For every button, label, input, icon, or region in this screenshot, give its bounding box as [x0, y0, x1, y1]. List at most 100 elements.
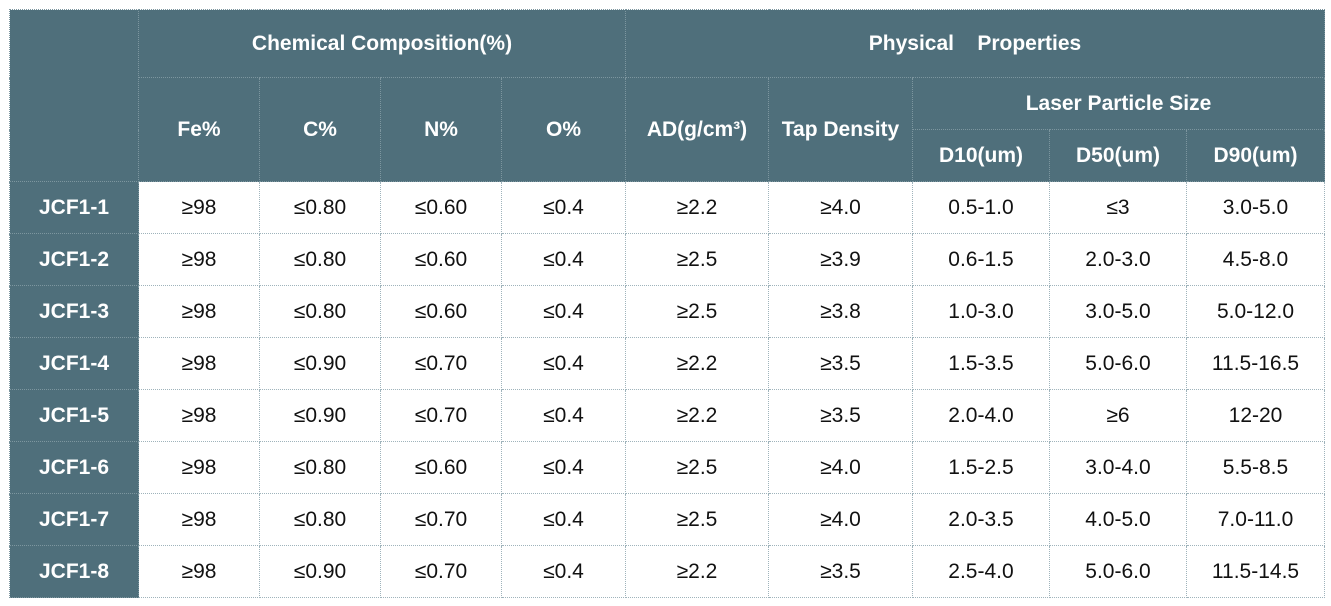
fe-header: Fe%: [138, 77, 260, 182]
table-row: JCF1-1 ≥98 ≤0.80 ≤0.60 ≤0.4 ≥2.2 ≥4.0 0.5-1.0 ≤3…: [9, 181, 1325, 234]
o-cell: ≤0.4: [501, 285, 626, 338]
c-cell: ≤0.80: [259, 285, 381, 338]
d90-header: D90(um): [1186, 129, 1325, 182]
d90-cell: 5.5-8.5: [1186, 441, 1325, 494]
o-cell: ≤0.4: [501, 441, 626, 494]
o-cell: ≤0.4: [501, 233, 626, 286]
grade-cell: JCF1-1: [9, 181, 139, 234]
n-cell: ≤0.70: [380, 493, 502, 546]
n-cell: ≤0.70: [380, 545, 502, 598]
n-cell: ≤0.70: [380, 337, 502, 390]
d90-cell: 11.5-16.5: [1186, 337, 1325, 390]
fe-cell: ≥98: [138, 441, 260, 494]
o-cell: ≤0.4: [501, 545, 626, 598]
d10-cell: 1.5-2.5: [912, 441, 1050, 494]
grade-cell: JCF1-2: [9, 233, 139, 286]
c-cell: ≤0.90: [259, 337, 381, 390]
c-cell: ≤0.80: [259, 493, 381, 546]
tap-cell: ≥3.9: [768, 233, 913, 286]
table-row: JCF1-4 ≥98 ≤0.90 ≤0.70 ≤0.4 ≥2.2 ≥3.5 1.5-3.5 5.…: [9, 337, 1325, 390]
o-cell: ≤0.4: [501, 337, 626, 390]
d10-cell: 2.5-4.0: [912, 545, 1050, 598]
d10-cell: 2.0-3.5: [912, 493, 1050, 546]
fe-cell: ≥98: [138, 337, 260, 390]
fe-cell: ≥98: [138, 285, 260, 338]
d90-cell: 7.0-11.0: [1186, 493, 1325, 546]
table-header: Chemical Composition(%) Physical Propert…: [9, 9, 1325, 182]
fe-cell: ≥98: [138, 493, 260, 546]
fe-cell: ≥98: [138, 389, 260, 442]
d50-header: D50(um): [1049, 129, 1187, 182]
d90-cell: 11.5-14.5: [1186, 545, 1325, 598]
c-cell: ≤0.80: [259, 233, 381, 286]
d10-cell: 1.0-3.0: [912, 285, 1050, 338]
grade-cell: JCF1-7: [9, 493, 139, 546]
n-cell: ≤0.60: [380, 441, 502, 494]
laser-particle-size-header: Laser Particle Size: [912, 77, 1325, 130]
d50-cell: 3.0-5.0: [1049, 285, 1187, 338]
grade-cell: JCF1-6: [9, 441, 139, 494]
tap-cell: ≥3.8: [768, 285, 913, 338]
c-cell: ≤0.80: [259, 441, 381, 494]
o-header: O%: [501, 77, 626, 182]
table-row: JCF1-6 ≥98 ≤0.80 ≤0.60 ≤0.4 ≥2.5 ≥4.0 1.5-2.5 3.…: [9, 441, 1325, 494]
chemical-composition-header: Chemical Composition(%): [138, 9, 626, 78]
tap-cell: ≥4.0: [768, 441, 913, 494]
fe-cell: ≥98: [138, 545, 260, 598]
table-row: JCF1-7 ≥98 ≤0.80 ≤0.70 ≤0.4 ≥2.5 ≥4.0 2.0-3.5 4.…: [9, 493, 1325, 546]
tap-cell: ≥4.0: [768, 181, 913, 234]
table-row: JCF1-8 ≥98 ≤0.90 ≤0.70 ≤0.4 ≥2.2 ≥3.5 2.5-4.0 5.…: [9, 545, 1325, 598]
grade-cell: JCF1-4: [9, 337, 139, 390]
tap-cell: ≥3.5: [768, 545, 913, 598]
n-cell: ≤0.60: [380, 285, 502, 338]
d10-cell: 2.0-4.0: [912, 389, 1050, 442]
ad-cell: ≥2.2: [625, 337, 769, 390]
table-row: JCF1-3 ≥98 ≤0.80 ≤0.60 ≤0.4 ≥2.5 ≥3.8 1.0-3.0 3.…: [9, 285, 1325, 338]
c-header: C%: [259, 77, 381, 182]
d90-cell: 12-20: [1186, 389, 1325, 442]
ad-cell: ≥2.2: [625, 389, 769, 442]
ad-cell: ≥2.5: [625, 441, 769, 494]
d90-cell: 5.0-12.0: [1186, 285, 1325, 338]
fe-cell: ≥98: [138, 181, 260, 234]
ad-cell: ≥2.5: [625, 285, 769, 338]
d50-cell: 2.0-3.0: [1049, 233, 1187, 286]
d90-cell: 4.5-8.0: [1186, 233, 1325, 286]
c-cell: ≤0.90: [259, 389, 381, 442]
tap-density-header: Tap Density: [768, 77, 913, 182]
ad-cell: ≥2.5: [625, 493, 769, 546]
grade-cell: JCF1-8: [9, 545, 139, 598]
n-header: N%: [380, 77, 502, 182]
ad-cell: ≥2.5: [625, 233, 769, 286]
d50-cell: ≥6: [1049, 389, 1187, 442]
grade-cell: JCF1-3: [9, 285, 139, 338]
ad-cell: ≥2.2: [625, 545, 769, 598]
spec-table-container: Chemical Composition(%) Physical Propert…: [9, 9, 1325, 598]
d50-cell: 5.0-6.0: [1049, 337, 1187, 390]
d10-cell: 1.5-3.5: [912, 337, 1050, 390]
ad-cell: ≥2.2: [625, 181, 769, 234]
o-cell: ≤0.4: [501, 181, 626, 234]
fe-cell: ≥98: [138, 233, 260, 286]
table-row: JCF1-2 ≥98 ≤0.80 ≤0.60 ≤0.4 ≥2.5 ≥3.9 0.6-1.5 2.…: [9, 233, 1325, 286]
o-cell: ≤0.4: [501, 389, 626, 442]
powder-spec-table: Chemical Composition(%) Physical Propert…: [9, 9, 1325, 598]
table-body: JCF1-1 ≥98 ≤0.80 ≤0.60 ≤0.4 ≥2.2 ≥4.0 0.5-1.0 ≤3…: [9, 181, 1325, 598]
d10-header: D10(um): [912, 129, 1050, 182]
d90-cell: 3.0-5.0: [1186, 181, 1325, 234]
n-cell: ≤0.70: [380, 389, 502, 442]
d10-cell: 0.6-1.5: [912, 233, 1050, 286]
n-cell: ≤0.60: [380, 233, 502, 286]
o-cell: ≤0.4: [501, 493, 626, 546]
d50-cell: ≤3: [1049, 181, 1187, 234]
c-cell: ≤0.80: [259, 181, 381, 234]
d50-cell: 3.0-4.0: [1049, 441, 1187, 494]
corner-header-cell: [9, 9, 139, 182]
n-cell: ≤0.60: [380, 181, 502, 234]
d50-cell: 5.0-6.0: [1049, 545, 1187, 598]
d50-cell: 4.0-5.0: [1049, 493, 1187, 546]
d10-cell: 0.5-1.0: [912, 181, 1050, 234]
ad-header: AD(g/cm³): [625, 77, 769, 182]
physical-properties-header: Physical Properties: [625, 9, 1325, 78]
table-row: JCF1-5 ≥98 ≤0.90 ≤0.70 ≤0.4 ≥2.2 ≥3.5 2.0-4.0 ≥6…: [9, 389, 1325, 442]
